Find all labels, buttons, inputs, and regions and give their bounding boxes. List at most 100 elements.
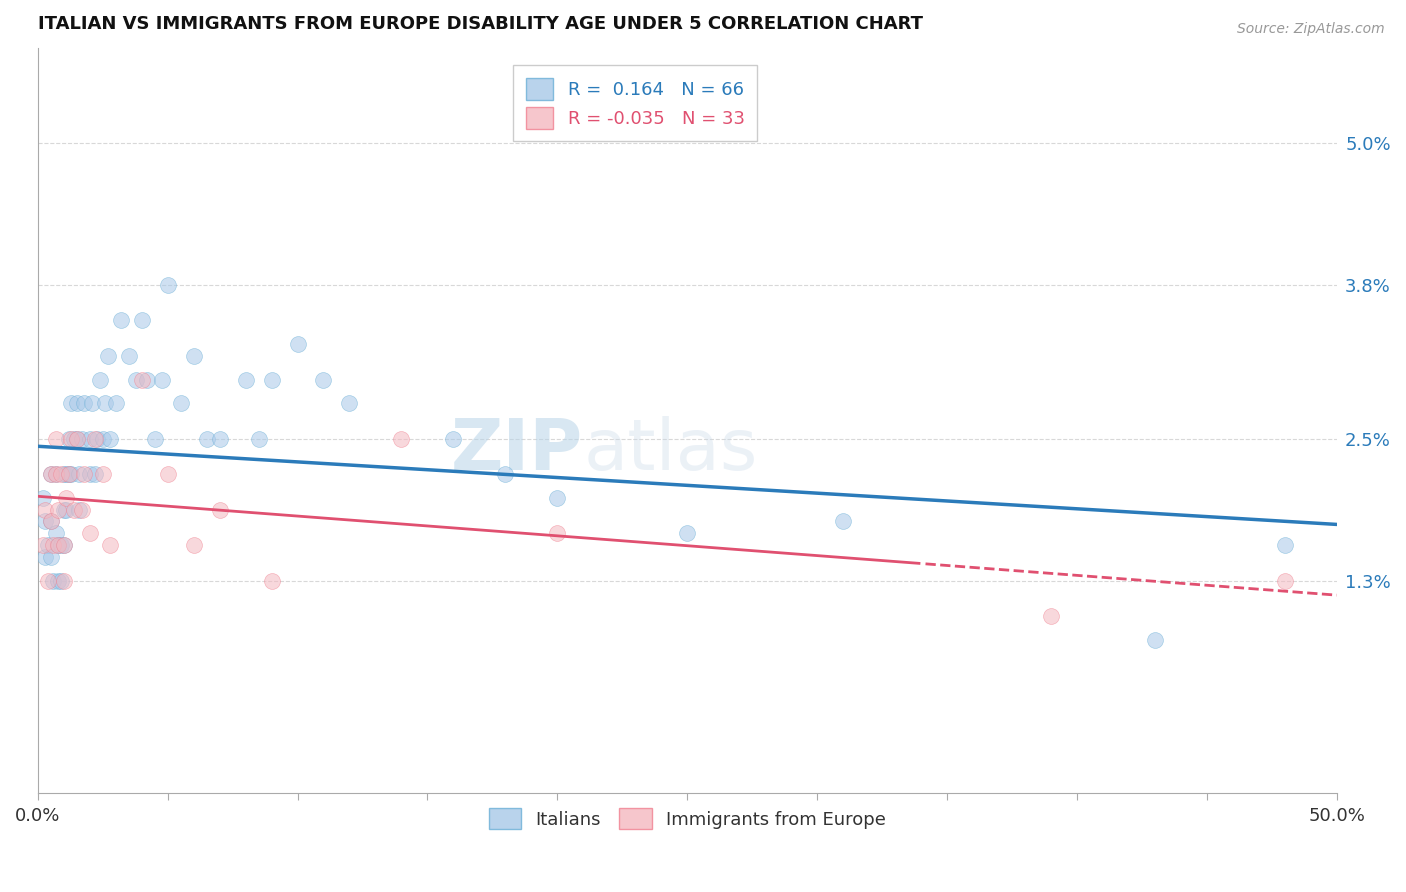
Point bbox=[247, 432, 270, 446]
Text: Source: ZipAtlas.com: Source: ZipAtlas.com bbox=[1237, 22, 1385, 37]
Point bbox=[55, 467, 77, 482]
Point bbox=[546, 526, 568, 541]
Point bbox=[195, 432, 218, 446]
Point bbox=[67, 502, 90, 516]
Point bbox=[34, 515, 56, 529]
Point bbox=[32, 538, 55, 552]
Text: ITALIAN VS IMMIGRANTS FROM EUROPE DISABILITY AGE UNDER 5 CORRELATION CHART: ITALIAN VS IMMIGRANTS FROM EUROPE DISABI… bbox=[38, 15, 922, 33]
Point bbox=[235, 372, 257, 386]
Point bbox=[39, 515, 62, 529]
Point bbox=[39, 467, 62, 482]
Legend: Italians, Immigrants from Europe: Italians, Immigrants from Europe bbox=[481, 801, 893, 837]
Point bbox=[52, 538, 75, 552]
Point bbox=[42, 538, 65, 552]
Point bbox=[60, 467, 83, 482]
Point bbox=[131, 372, 153, 386]
Point bbox=[34, 502, 56, 516]
Text: atlas: atlas bbox=[583, 417, 758, 485]
Point bbox=[1143, 632, 1166, 647]
Point bbox=[73, 396, 96, 410]
Point bbox=[441, 432, 464, 446]
Point bbox=[48, 538, 70, 552]
Text: ZIP: ZIP bbox=[451, 417, 583, 485]
Point bbox=[183, 349, 205, 363]
Point bbox=[39, 549, 62, 564]
Point bbox=[45, 432, 67, 446]
Point bbox=[135, 372, 157, 386]
Point bbox=[37, 538, 59, 552]
Point bbox=[83, 467, 105, 482]
Point bbox=[1274, 574, 1296, 588]
Point bbox=[37, 574, 59, 588]
Point bbox=[70, 432, 93, 446]
Point bbox=[63, 502, 86, 516]
Point bbox=[66, 396, 89, 410]
Point bbox=[39, 515, 62, 529]
Point bbox=[89, 372, 111, 386]
Point bbox=[73, 467, 96, 482]
Point bbox=[70, 502, 93, 516]
Point bbox=[208, 502, 231, 516]
Point bbox=[287, 337, 309, 351]
Point bbox=[32, 491, 55, 505]
Point bbox=[58, 467, 80, 482]
Point bbox=[91, 432, 114, 446]
Point bbox=[55, 491, 77, 505]
Point bbox=[110, 313, 132, 327]
Point bbox=[260, 574, 283, 588]
Point bbox=[91, 467, 114, 482]
Point bbox=[100, 432, 122, 446]
Point bbox=[1274, 538, 1296, 552]
Point bbox=[45, 467, 67, 482]
Point bbox=[60, 432, 83, 446]
Point bbox=[52, 467, 75, 482]
Point bbox=[66, 432, 89, 446]
Point bbox=[58, 467, 80, 482]
Point bbox=[67, 467, 90, 482]
Point bbox=[94, 396, 117, 410]
Point bbox=[58, 432, 80, 446]
Point bbox=[48, 502, 70, 516]
Point bbox=[143, 432, 166, 446]
Point bbox=[63, 432, 86, 446]
Point bbox=[52, 538, 75, 552]
Point bbox=[86, 432, 108, 446]
Point bbox=[117, 349, 139, 363]
Point bbox=[45, 467, 67, 482]
Point bbox=[52, 574, 75, 588]
Point bbox=[48, 538, 70, 552]
Point bbox=[260, 372, 283, 386]
Point bbox=[49, 574, 72, 588]
Point bbox=[183, 538, 205, 552]
Point bbox=[48, 574, 70, 588]
Point bbox=[79, 432, 101, 446]
Point bbox=[676, 526, 699, 541]
Point bbox=[312, 372, 335, 386]
Point bbox=[79, 526, 101, 541]
Point bbox=[208, 432, 231, 446]
Point bbox=[156, 277, 179, 292]
Point bbox=[339, 396, 361, 410]
Point bbox=[546, 491, 568, 505]
Point bbox=[55, 502, 77, 516]
Point bbox=[169, 396, 191, 410]
Point bbox=[39, 467, 62, 482]
Point bbox=[34, 549, 56, 564]
Point bbox=[100, 538, 122, 552]
Point bbox=[131, 313, 153, 327]
Point bbox=[49, 538, 72, 552]
Point bbox=[152, 372, 174, 386]
Point bbox=[45, 526, 67, 541]
Point bbox=[66, 432, 89, 446]
Point bbox=[391, 432, 413, 446]
Point bbox=[1040, 609, 1063, 624]
Point bbox=[82, 396, 104, 410]
Point bbox=[83, 432, 105, 446]
Point bbox=[104, 396, 127, 410]
Point bbox=[125, 372, 148, 386]
Point bbox=[60, 396, 83, 410]
Point bbox=[52, 502, 75, 516]
Point bbox=[42, 574, 65, 588]
Point bbox=[97, 349, 120, 363]
Point bbox=[79, 467, 101, 482]
